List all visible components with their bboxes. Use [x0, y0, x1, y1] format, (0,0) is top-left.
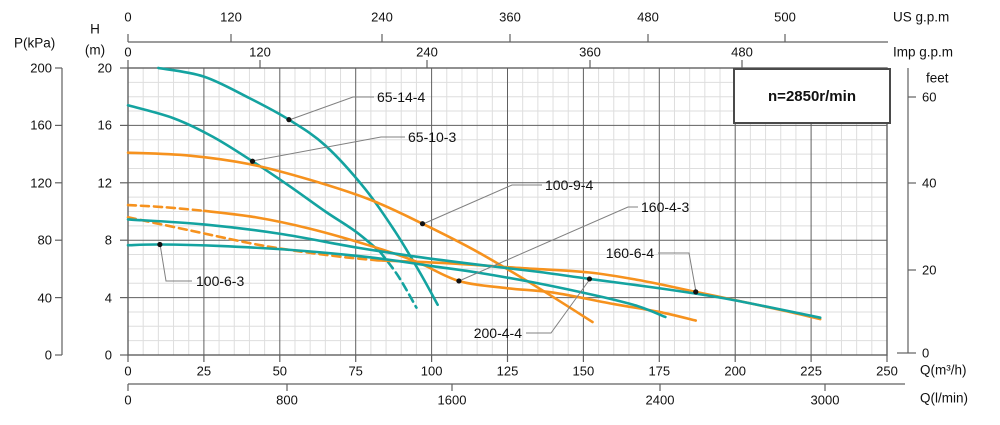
imp-gpm-tick-label: 240: [416, 44, 438, 60]
feet-tick-label: 0: [922, 345, 930, 361]
leader-65-10-3: [251, 136, 405, 162]
h-tick-label: 16: [97, 117, 112, 133]
dot-65-14-4: [286, 117, 292, 123]
us-gpm-tick-label: 480: [637, 9, 659, 25]
leader-160-4-3: [458, 206, 638, 282]
us-gpm-tick-label: 120: [220, 9, 242, 25]
q-m3h-tick-label: 125: [496, 363, 519, 379]
curve-65-10-3: [126, 104, 382, 253]
q-m3h-tick-label: 200: [724, 363, 747, 379]
curve-200-4-4: [126, 218, 822, 319]
leader-100-9-4: [422, 184, 542, 225]
p-tick-label: 40: [37, 290, 52, 306]
leader-160-6-4: [658, 252, 697, 293]
imp-gpm-tick-label: 480: [731, 44, 753, 60]
leader-65-14-4: [288, 96, 374, 121]
q-lmin-axis-title: Q(l/min): [920, 390, 968, 406]
speed-box: n=2850r/min: [733, 68, 891, 124]
p-tick-label: 200: [30, 60, 52, 76]
dot-100-9-4: [419, 221, 426, 227]
h-tick-label: 20: [97, 60, 112, 76]
q-lmin-tick-label: 800: [276, 392, 298, 408]
curve-160-4-3-dashed: [126, 203, 206, 213]
us-gpm-tick-label: 360: [499, 9, 521, 25]
q-m3h-tick-label: 75: [348, 363, 363, 379]
leader-100-6-3: [159, 243, 192, 282]
p-axis-title: P(kPa): [14, 35, 56, 51]
q-m3h-tick-label: 50: [272, 363, 288, 379]
dot-200-4-4: [586, 276, 593, 282]
p-tick-label: 80: [37, 232, 52, 248]
h-tick-label: 0: [104, 347, 112, 363]
leader-200-4-4: [526, 278, 591, 334]
q-m3h-tick-label: 150: [572, 363, 595, 379]
h-tick-label: 8: [104, 232, 112, 248]
q-lmin-tick-label: 3000: [810, 392, 840, 408]
q-lmin-tick-label: 0: [124, 392, 132, 408]
curve-100-6-3: [126, 243, 667, 319]
q-m3h-tick-label: 25: [196, 363, 212, 379]
p-tick-label: 160: [30, 117, 52, 133]
us-gpm-tick-label: 240: [371, 9, 393, 25]
curve-label-65-10-3: 65-10-3: [408, 129, 457, 145]
h-axis-title: H: [90, 21, 100, 37]
speed-label: n=2850r/min: [768, 87, 856, 105]
us-gpm-tick-label: 500: [774, 9, 796, 25]
curve-label-100-6-3: 100-6-3: [196, 273, 245, 289]
dot-100-6-3: [157, 241, 163, 248]
curve-160-6-4-dashed: [126, 215, 379, 262]
imp-gpm-tick-label: 120: [249, 44, 271, 60]
imp-gpm-tick-label: 360: [579, 44, 601, 60]
curve-65-10-3-dashed: [378, 250, 418, 309]
q-m3h-tick-label: 0: [124, 363, 132, 379]
dot-65-10-3: [249, 158, 256, 164]
q-m3h-tick-label: 225: [800, 363, 822, 379]
p-tick-label: 0: [44, 347, 52, 363]
curve-label-200-4-4: 200-4-4: [473, 325, 522, 341]
q-lmin-tick-label: 1600: [437, 392, 467, 408]
feet-tick-label: 60: [922, 89, 937, 105]
imp-gpm-axis-title: Imp g.p.m: [893, 44, 954, 60]
q-m3h-tick-label: 250: [876, 363, 898, 379]
q-lmin-tick-label: 2400: [645, 392, 675, 408]
q-m3h-axis-title: Q(m³/h): [920, 362, 967, 378]
us-gpm-tick-label: 0: [124, 9, 132, 25]
q-m3h-tick-label: 175: [648, 363, 671, 379]
curve-label-100-9-4: 100-9-4: [545, 177, 594, 193]
h-tick-label: 4: [104, 290, 112, 306]
h-tick-label: 12: [97, 175, 112, 191]
curve-160-4-3: [202, 209, 698, 322]
q-m3h-tick-label: 100: [420, 363, 443, 379]
us-gpm-axis-title: US g.p.m: [893, 9, 950, 25]
imp-gpm-tick-label: 0: [124, 44, 132, 60]
curve-label-65-14-4: 65-14-4: [377, 89, 426, 105]
feet-tick-label: 20: [922, 262, 937, 278]
h-axis-unit: (m): [84, 42, 106, 58]
dot-160-6-4: [693, 289, 699, 295]
feet-axis-title: feet: [926, 70, 949, 86]
curve-label-160-6-4: 160-6-4: [605, 245, 654, 261]
p-tick-label: 120: [30, 175, 52, 191]
curve-label-160-4-3: 160-4-3: [641, 199, 690, 215]
feet-tick-label: 40: [922, 175, 937, 191]
dot-160-4-3: [456, 278, 462, 284]
